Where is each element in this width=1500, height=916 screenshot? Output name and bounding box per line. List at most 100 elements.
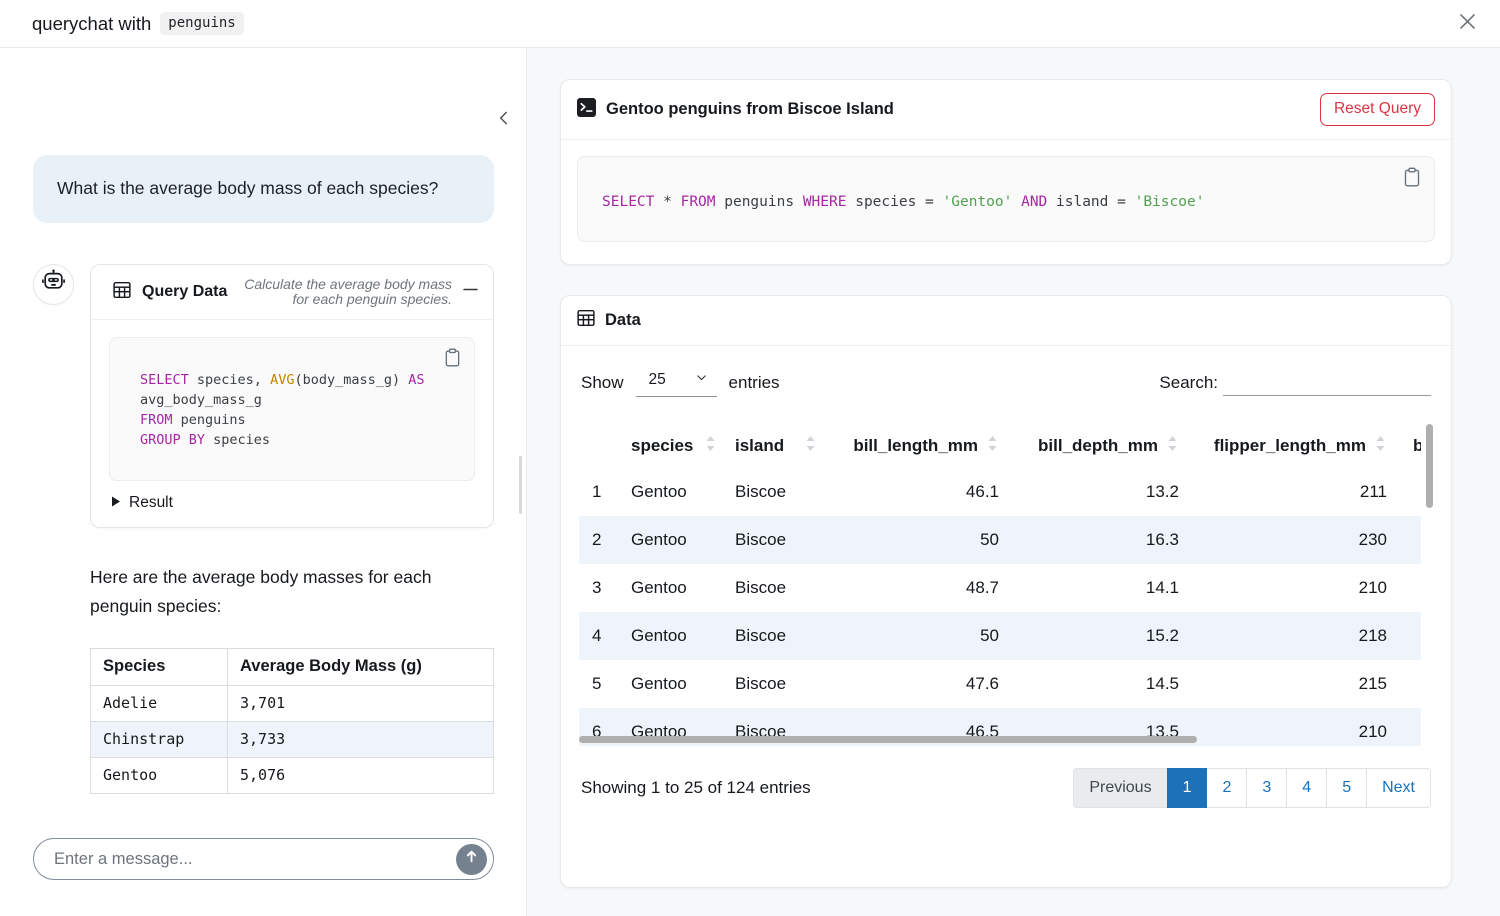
close-icon xyxy=(1457,11,1478,37)
data-card: Data Show 25 entries Search: xyxy=(560,295,1452,888)
data-card-title: Data xyxy=(605,311,641,329)
content-panel: Gentoo penguins from Biscoe Island Reset… xyxy=(527,48,1500,916)
pagination-previous[interactable]: Previous xyxy=(1073,768,1168,808)
sort-icon xyxy=(988,436,997,456)
sort-icon xyxy=(1168,436,1177,456)
mass-cell: 3,701 xyxy=(227,684,494,722)
user-message: What is the average body mass of each sp… xyxy=(33,155,494,223)
copy-button[interactable] xyxy=(1402,167,1422,191)
col-body-mass-truncated[interactable]: b xyxy=(1413,436,1421,455)
page-length-value: 25 xyxy=(648,371,666,388)
chevron-left-icon xyxy=(495,111,513,131)
bill-length-cell: 48.7 xyxy=(965,578,999,597)
horizontal-scrollbar-thumb[interactable] xyxy=(579,736,1197,743)
species-cell: Gentoo xyxy=(631,626,687,645)
datatable-header-row: species island bill_length_mm bill_depth… xyxy=(579,424,1421,468)
datatable-viewport: species island bill_length_mm bill_depth… xyxy=(579,424,1421,746)
collapse-tool-button[interactable] xyxy=(463,282,478,302)
rownum-cell: 2 xyxy=(592,530,602,549)
result-toggle-label: Result xyxy=(129,494,173,512)
tool-sql-code: SELECT species, AVG(body_mass_g) AS avg_… xyxy=(109,337,475,482)
app-title: querychat with penguins xyxy=(32,12,244,35)
tool-title-label: Query Data xyxy=(142,283,228,301)
flipper-length-cell: 215 xyxy=(1358,674,1387,693)
search-input[interactable] xyxy=(1223,369,1431,396)
message-input-bar xyxy=(33,838,494,880)
island-cell: Biscoe xyxy=(735,578,787,597)
rownum-cell: 4 xyxy=(592,626,602,645)
pagination-page-2[interactable]: 2 xyxy=(1206,768,1248,808)
app-title-text: querychat with xyxy=(32,12,152,34)
pagination-page-5[interactable]: 5 xyxy=(1326,768,1368,808)
table-row: 3 Gentoo Biscoe 48.7 14.1 210 xyxy=(579,564,1421,612)
chevron-down-icon xyxy=(695,371,708,389)
island-cell: Biscoe xyxy=(735,674,787,693)
page-length-select[interactable]: 25 xyxy=(635,368,717,397)
island-cell: Biscoe xyxy=(735,482,787,501)
chat-scrollbar-thumb[interactable] xyxy=(519,456,522,514)
table-row: Gentoo 5,076 xyxy=(90,756,494,794)
flipper-length-cell: 218 xyxy=(1358,626,1387,645)
species-cell: Gentoo xyxy=(631,674,687,693)
send-button[interactable] xyxy=(456,843,487,875)
minus-icon xyxy=(463,282,478,302)
result-col-species: Species xyxy=(90,647,228,686)
vertical-scrollbar-thumb[interactable] xyxy=(1426,424,1433,508)
message-input[interactable] xyxy=(54,849,456,869)
datatable-footer: Showing 1 to 25 of 124 entries Previous … xyxy=(579,768,1433,834)
sql-line: FROM penguins xyxy=(140,412,246,429)
col-bill-length[interactable]: bill_length_mm xyxy=(821,424,1003,468)
rownum-cell: 5 xyxy=(592,674,602,693)
species-cell: Adelie xyxy=(90,684,228,722)
result-table: Species Average Body Mass (g) Adelie 3,7… xyxy=(90,647,494,794)
col-flipper-length[interactable]: flipper_length_mm xyxy=(1183,424,1391,468)
body-mass-cell xyxy=(1391,468,1421,516)
pagination-next[interactable]: Next xyxy=(1366,768,1431,808)
close-button[interactable] xyxy=(1457,11,1478,37)
sql-line: GROUP BY species xyxy=(140,432,271,449)
bill-length-cell: 50 xyxy=(980,530,999,549)
table-row: Chinstrap 3,733 xyxy=(90,720,494,758)
entries-label: entries xyxy=(728,372,780,392)
species-cell: Gentoo xyxy=(631,482,687,501)
clipboard-icon xyxy=(443,348,462,371)
avatar xyxy=(33,263,74,305)
reset-query-button[interactable]: Reset Query xyxy=(1319,93,1435,126)
species-cell: Gentoo xyxy=(90,756,228,794)
result-table-header-row: Species Average Body Mass (g) xyxy=(90,647,494,686)
entries-info: Showing 1 to 25 of 124 entries xyxy=(581,778,811,797)
body-mass-cell xyxy=(1391,708,1421,746)
col-bill-depth[interactable]: bill_depth_mm xyxy=(1003,424,1183,468)
query-title: Gentoo penguins from Biscoe Island xyxy=(606,100,894,118)
arrow-up-icon xyxy=(463,848,480,870)
species-cell: Gentoo xyxy=(631,530,687,549)
assistant-message: Query Data Calculate the average body ma… xyxy=(33,263,494,794)
terminal-icon xyxy=(577,97,596,122)
pagination-page-3[interactable]: 3 xyxy=(1246,768,1288,808)
body-mass-cell xyxy=(1391,660,1421,708)
tool-call-card: Query Data Calculate the average body ma… xyxy=(90,263,494,529)
pagination-page-4[interactable]: 4 xyxy=(1286,768,1328,808)
body-mass-cell xyxy=(1391,564,1421,612)
pagination-page-1[interactable]: 1 xyxy=(1166,768,1208,808)
window-titlebar: querychat with penguins xyxy=(0,0,1500,48)
assistant-message-content: Query Data Calculate the average body ma… xyxy=(90,263,494,794)
col-species[interactable]: species xyxy=(617,424,721,468)
flipper-length-cell: 210 xyxy=(1358,722,1387,741)
result-toggle[interactable]: Result xyxy=(109,494,475,512)
search-control: Search: xyxy=(1159,369,1431,396)
tool-card-header: Query Data Calculate the average body ma… xyxy=(91,265,493,321)
island-cell: Biscoe xyxy=(735,530,787,549)
copy-button[interactable] xyxy=(443,348,462,373)
collapse-sidebar-button[interactable] xyxy=(495,109,513,132)
page-length-control: Show 25 entries xyxy=(581,368,780,397)
table-row: Adelie 3,701 xyxy=(90,684,494,722)
species-cell: Chinstrap xyxy=(90,720,228,758)
tool-title: Query Data xyxy=(113,281,227,304)
table-row: 2 Gentoo Biscoe 50 16.3 230 xyxy=(579,516,1421,564)
query-card-header: Gentoo penguins from Biscoe Island Reset… xyxy=(561,80,1451,140)
col-island[interactable]: island xyxy=(721,424,821,468)
tool-caption: Calculate the average body mass for each… xyxy=(244,275,452,308)
sort-icon xyxy=(806,436,815,456)
flipper-length-cell: 211 xyxy=(1359,482,1387,501)
